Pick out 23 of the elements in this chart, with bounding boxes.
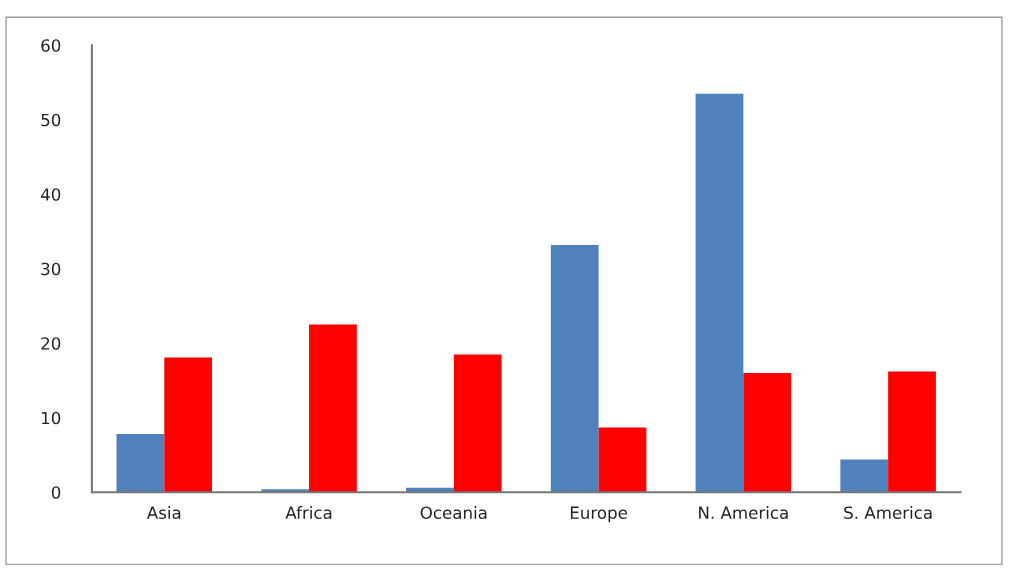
bar xyxy=(888,371,936,493)
bar xyxy=(116,434,165,493)
x-tick-label: Oceania xyxy=(420,506,487,519)
bar xyxy=(840,459,889,493)
bar xyxy=(453,354,502,493)
y-tick-label: 60 xyxy=(41,39,61,52)
x-tick-label: N. America xyxy=(699,506,788,519)
y-tick-label: 40 xyxy=(40,188,61,201)
bar xyxy=(598,427,647,493)
x-tick-label: Europe xyxy=(570,506,628,523)
y-tick-label: 10 xyxy=(41,411,61,425)
y-tick-label: 50 xyxy=(41,113,61,127)
y-tick-label: 30 xyxy=(41,262,61,276)
bar xyxy=(695,93,744,493)
bar xyxy=(550,244,599,493)
y-tick-label: 0 xyxy=(51,486,61,499)
x-tick-label: Asia xyxy=(146,506,181,519)
bar xyxy=(743,373,792,493)
y-tick-label: 20 xyxy=(41,337,61,350)
bar xyxy=(164,357,213,493)
x-tick-label: Africa xyxy=(285,506,332,519)
x-tick-label: S. America xyxy=(844,506,932,519)
bar xyxy=(309,324,357,493)
